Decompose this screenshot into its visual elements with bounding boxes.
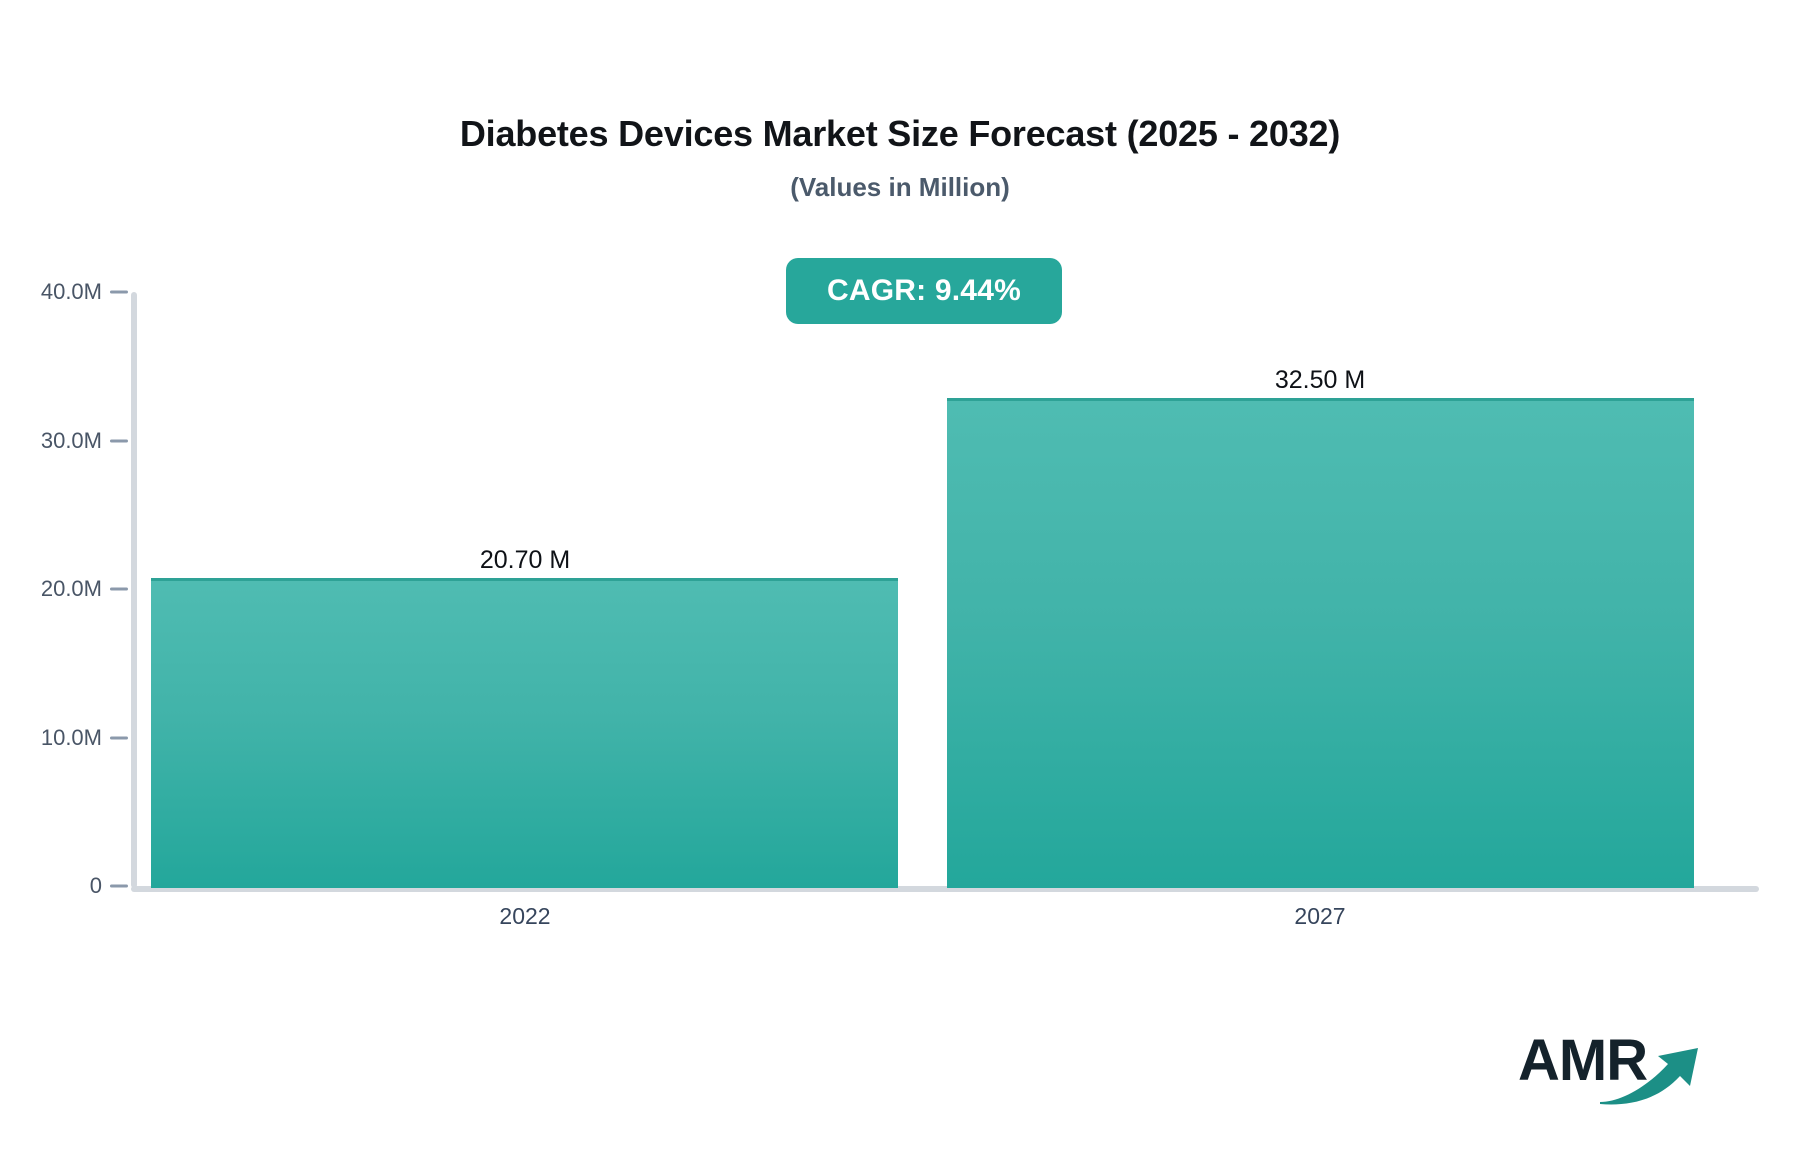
cagr-badge: CAGR: 9.44% <box>786 258 1062 324</box>
y-axis-line <box>131 292 137 888</box>
chart-subtitle: (Values in Million) <box>790 172 1010 202</box>
y-tick-mark-20 <box>110 587 128 591</box>
y-tick-label-30: 30.0M <box>40 428 102 453</box>
bar-2022[interactable] <box>151 578 898 888</box>
bar-value-label-2027: 32.50 M <box>1274 366 1366 394</box>
growth-arrow-icon <box>1600 1048 1698 1105</box>
y-tick-mark-40 <box>110 290 128 294</box>
cagr-badge-label: CAGR: 9.44% <box>827 274 1021 307</box>
y-tick-mark-10 <box>110 736 128 740</box>
y-tick-label-20: 20.0M <box>40 576 102 601</box>
bar-value-label-2022: 20.70 M <box>479 546 571 574</box>
amr-logo: AMR <box>1518 1030 1704 1110</box>
x-tick-label-2027: 2027 <box>1294 903 1346 929</box>
y-tick-mark-0 <box>110 884 128 888</box>
y-tick-label-40: 40.0M <box>40 279 102 304</box>
y-tick-label-0: 0 <box>89 873 102 898</box>
chart-title: Diabetes Devices Market Size Forecast (2… <box>459 113 1341 154</box>
x-tick-label-2022: 2022 <box>499 903 551 929</box>
amr-logo-text: AMR <box>1518 1028 1648 1093</box>
y-tick-mark-30 <box>110 439 128 443</box>
x-axis-line <box>131 886 1759 892</box>
y-tick-label-10: 10.0M <box>40 725 102 750</box>
bar-2027[interactable] <box>947 398 1694 888</box>
